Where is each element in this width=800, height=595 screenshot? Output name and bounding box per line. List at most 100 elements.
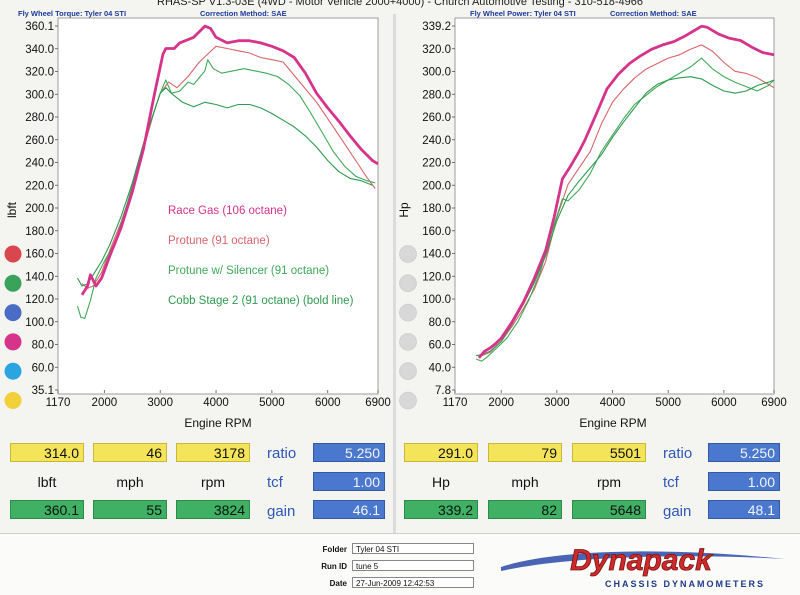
right-y-tick-label: 160.0 [422, 226, 451, 238]
series-color-dot[interactable] [4, 333, 22, 351]
right-power-current: 291.0 [404, 443, 478, 462]
folder-label: Folder [322, 545, 347, 554]
power-x-axis-label: Engine RPM [579, 416, 646, 430]
right-rpm-current: 5501 [572, 443, 646, 462]
right-power-peak: 339.2 [404, 500, 478, 519]
left-mph-current: 46 [93, 443, 167, 462]
torque-y-axis-label: lbft [5, 201, 19, 218]
series-color-dot[interactable] [399, 391, 417, 410]
right-y-tick-label: 260.0 [422, 112, 451, 124]
left-y-tick-label: 220.0 [25, 180, 54, 192]
right-unit-mph: mph [511, 474, 539, 490]
series-color-dot[interactable] [399, 274, 417, 293]
series-color-dot[interactable] [399, 362, 417, 381]
right-y-tick-label: 200.0 [422, 180, 451, 192]
right-x-tick-label: 2000 [488, 397, 514, 409]
panel-divider [393, 14, 396, 534]
left-unit-lbft: lbft [37, 474, 57, 490]
left-y-tick-label: 35.1 [32, 385, 54, 397]
left-rpm-current: 3178 [176, 443, 250, 462]
series-color-dot[interactable] [4, 304, 22, 322]
run-id-label: Run ID [321, 562, 347, 571]
right-y-tick-label: 240.0 [422, 135, 451, 147]
left-ratio-label: ratio [267, 445, 297, 462]
right-x-tick-label: 3000 [544, 397, 570, 409]
left-unit-rpm: rpm [200, 474, 226, 490]
left-y-tick-label: 60.0 [32, 362, 54, 374]
left-rpm-peak: 3824 [176, 500, 250, 519]
left-x-tick-label: 6000 [315, 397, 341, 409]
right-tcf-label: tcf [663, 474, 679, 491]
right-series-line-0 [477, 24, 775, 359]
left-x-tick-label: 2000 [92, 397, 118, 409]
date-label: Date [329, 579, 347, 588]
left-chart-subtitle: Fly Wheel Torque: Tyler 04 STI [18, 9, 127, 18]
right-x-tick-label: 1170 [443, 397, 468, 409]
right-series-line-2 [475, 57, 775, 362]
right-mph-peak: 82 [488, 500, 562, 519]
right-gain-value: 48.1 [708, 500, 780, 519]
left-series-line-0 [80, 24, 379, 296]
left-y-tick-label: 200.0 [25, 203, 54, 215]
right-y-tick-label: 60.0 [429, 340, 451, 352]
right-y-tick-label: 40.0 [429, 362, 451, 374]
power-chart: 339.2 320.0 300.0 280.0 260.0 240.0 220.0 200.0… [397, 17, 787, 430]
left-x-tick-label: 5000 [259, 397, 285, 409]
left-y-tick-label: 260.0 [25, 135, 54, 147]
left-y-tick-label: 360.1 [25, 21, 54, 33]
left-unit-mph: mph [116, 474, 144, 490]
series-color-dot[interactable] [399, 303, 417, 322]
logo-tagline: CHASSIS DYNAMOMETERS [605, 579, 765, 589]
torque-plot-area [57, 17, 379, 395]
right-unit-rpm: rpm [596, 474, 622, 490]
left-tcf-label: tcf [267, 474, 283, 491]
right-y-tick-label: 220.0 [422, 158, 451, 170]
right-mph-current: 79 [488, 443, 562, 462]
right-y-tick-label: 120.0 [422, 271, 451, 283]
right-correction-method: Correction Method: SAE [610, 9, 697, 18]
left-tcf-value: 1.00 [313, 472, 385, 491]
torque-x-axis-label: Engine RPM [184, 416, 251, 430]
right-y-tick-label: 280.0 [422, 89, 451, 101]
series-color-dot[interactable] [4, 245, 22, 263]
logo-swoosh [501, 551, 785, 571]
right-ratio-value: 5.250 [708, 443, 780, 462]
series-color-dot[interactable] [4, 362, 22, 380]
series-color-dot[interactable] [4, 392, 22, 409]
series-color-dot[interactable] [399, 245, 417, 263]
legend-entry-3: Cobb Stage 2 (91 octane) (bold line) [168, 295, 354, 307]
left-x-tick-label: 6900 [365, 397, 391, 409]
legend-entry-2: Protune w/ Silencer (91 octane) [168, 265, 329, 277]
left-gain-value: 46.1 [313, 500, 385, 519]
right-x-tick-label: 5000 [655, 397, 681, 409]
right-y-tick-label: 320.0 [422, 44, 451, 56]
left-series-line-3 [77, 87, 373, 287]
right-y-tick-label: 7.8 [435, 385, 451, 397]
left-y-tick-label: 140.0 [25, 271, 54, 283]
torque-chart: 360.1 340.0 320.0 300.0 280.0 260.0 240.0 220.0… [4, 17, 391, 430]
logo-wordmark: Dynapack [570, 544, 713, 577]
right-chart-subtitle: Fly Wheel Power: Tyler 04 STI [470, 9, 576, 18]
right-gain-label: gain [663, 503, 692, 520]
dynapack-logo: Dynapack CHASSIS DYNAMOMETERS [501, 544, 785, 589]
right-x-tick-label: 4000 [600, 397, 626, 409]
right-x-tick-label: 6900 [761, 397, 787, 409]
legend-entry-1: Protune (91 octane) [168, 235, 270, 247]
right-tcf-value: 1.00 [708, 472, 780, 491]
left-y-tick-label: 100.0 [25, 317, 54, 329]
left-y-tick-label: 80.0 [32, 340, 54, 352]
left-y-tick-label: 160.0 [25, 249, 54, 261]
date-field: 27-Jun-2009 12:42:53 [352, 577, 474, 588]
left-y-tick-label: 320.0 [25, 67, 54, 79]
right-rpm-peak: 5648 [572, 500, 646, 519]
series-color-dot[interactable] [4, 274, 22, 292]
left-x-tick-label: 4000 [203, 397, 229, 409]
left-torque-peak: 360.1 [10, 500, 84, 519]
series-color-dot[interactable] [399, 333, 417, 351]
right-x-tick-label: 6000 [711, 397, 737, 409]
left-y-tick-label: 280.0 [25, 112, 54, 124]
right-ratio-label: ratio [663, 445, 693, 462]
run-id-field: tune 5 [352, 560, 474, 571]
left-y-tick-label: 300.0 [25, 89, 54, 101]
left-x-tick-label: 1170 [46, 397, 71, 409]
